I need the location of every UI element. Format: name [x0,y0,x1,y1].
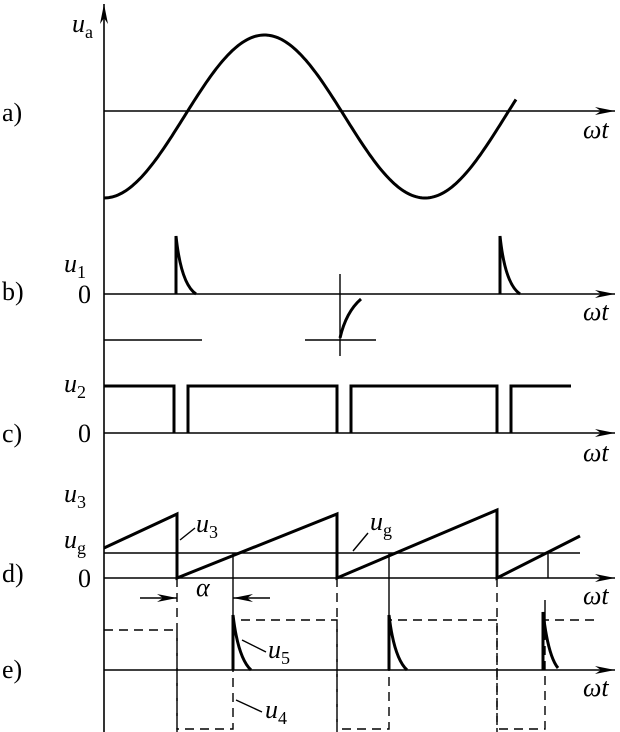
pulse [498,235,521,296]
leader [179,527,196,541]
subscript: 3 [209,522,218,542]
symbol: u [268,635,281,664]
y-label: u2 [64,369,86,402]
x-label: ωt [583,297,609,326]
square-wave [104,384,571,433]
axes [100,4,615,732]
zero-label: 0 [78,280,91,309]
y-label: ua [72,9,93,42]
subscript: g [383,520,392,540]
annotation: u5 [268,635,290,668]
panel-label: d) [2,559,24,588]
alpha-label: α [196,573,211,602]
symbol: u [64,479,77,508]
gate-signal [104,619,600,730]
leader [352,532,369,552]
y-label: u1 [64,249,86,282]
symbol: u [196,509,209,538]
panel-label: c) [2,419,22,448]
x-label: ωt [583,673,609,702]
x-label: ωt [583,581,609,610]
subscript: 2 [77,382,86,402]
zero-label: 0 [78,564,91,593]
symbol: u [64,369,77,398]
leader [235,699,263,713]
pulse [387,614,409,672]
x-label: ωt [583,115,609,144]
subscript: 3 [77,492,86,512]
panel-label: e) [2,655,22,684]
subscript: 1 [77,262,86,282]
sawtooth [103,507,581,581]
leader [241,639,267,653]
curve [338,297,363,339]
subscript: 4 [278,708,287,728]
pulse [231,614,253,672]
symbol: u [64,525,77,554]
panel-label: a) [2,98,22,127]
subscript: g [77,538,86,558]
subscript: a [85,22,93,42]
pulse [541,611,560,670]
annotation: u4 [265,695,287,728]
y-label: u3 [64,479,86,512]
sine-wave [103,33,518,200]
level-label: ug [64,525,86,558]
symbol: u [64,249,77,278]
annotation: u3 [196,509,218,542]
zero-label: 0 [78,419,91,448]
symbol: u [72,9,85,38]
panel-label: b) [2,277,24,306]
symbol: u [370,507,383,536]
subscript: 5 [281,648,290,668]
x-label: ωt [583,438,609,467]
symbol: u [265,695,278,724]
pulse [174,235,197,296]
annotation: ug [370,507,392,540]
